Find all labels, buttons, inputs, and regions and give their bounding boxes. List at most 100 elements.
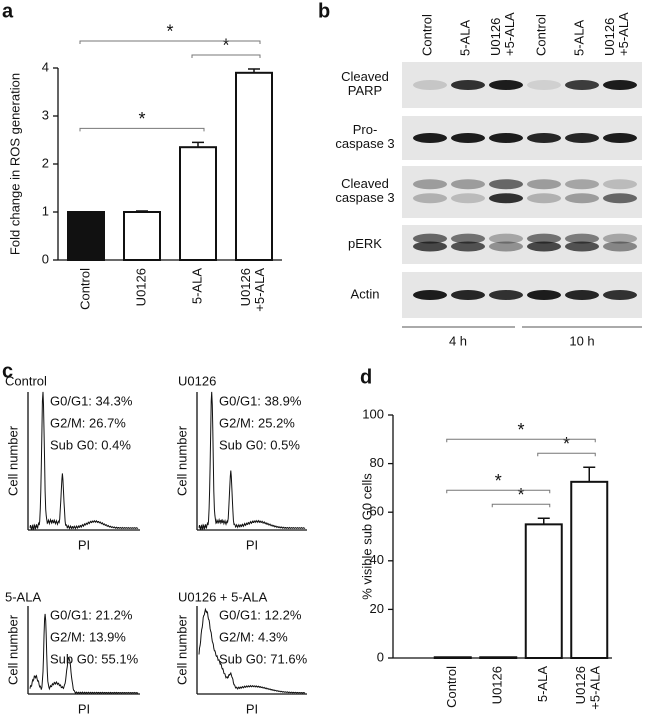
significance-marker-group: *	[517, 485, 524, 505]
blot-band	[565, 179, 599, 190]
blot-band	[451, 193, 485, 204]
x-tick-label: 5-ALA	[535, 666, 550, 702]
blot-band	[451, 133, 485, 143]
row-label: Actin	[351, 286, 380, 301]
y-tick-label-group: 60	[370, 504, 384, 519]
axis-label: PI	[246, 701, 258, 716]
row-label-group: Cleaved caspase 3	[335, 176, 394, 205]
x-tick-label-group: 5-ALA	[189, 268, 204, 304]
stat-text-group: G0/G1: 34.3%	[50, 393, 133, 408]
x-tick-label-group: U0126+5-ALA	[238, 268, 267, 312]
panel-letter-group: b	[318, 0, 330, 22]
plot-title: U0126 + 5-ALA	[178, 589, 268, 604]
axis-label-group: PI	[78, 537, 90, 552]
row-label: pERK	[348, 236, 382, 251]
blot-strip	[402, 166, 642, 218]
panel-letter: b	[318, 0, 330, 22]
histogram-curve	[29, 613, 139, 695]
axis-label: PI	[246, 537, 258, 552]
axis-label-group: Cell number	[174, 425, 189, 496]
axis-label: Cell number	[174, 614, 189, 685]
time-label: 4 h	[449, 333, 467, 348]
time-label: 10 h	[569, 333, 594, 348]
significance-bracket	[446, 438, 596, 443]
lane-label: 5-ALA	[457, 20, 472, 56]
axis-label-group: PI	[78, 701, 90, 716]
row-label-group: pERK	[348, 236, 382, 251]
blot-band	[603, 80, 637, 90]
blot-band	[489, 193, 523, 204]
blot-band	[489, 133, 523, 143]
row-label-group: Cleaved PARP	[341, 69, 389, 98]
x-tick-label-group: U0126	[490, 666, 505, 704]
blot-band	[489, 179, 523, 190]
significance-marker-group: *	[138, 109, 145, 129]
x-tick-label: U0126+5-ALA	[574, 666, 603, 710]
lane-label: U0126+5-ALA	[602, 12, 631, 56]
blot-band	[413, 133, 447, 143]
plot-title: U0126	[178, 373, 216, 388]
stat-text-group: G2/M: 13.9%	[50, 629, 126, 644]
significance-bracket	[79, 40, 261, 44]
y-tick-label: 1	[42, 203, 49, 218]
y-tick-label: 60	[370, 504, 384, 519]
plot-title: 5-ALA	[5, 589, 41, 604]
y-tick-label: 0	[377, 649, 384, 664]
lane-label-group: 5-ALA	[571, 20, 586, 56]
stat-text-group: G0/G1: 12.2%	[219, 607, 302, 622]
stat-text: G2/M: 4.3%	[219, 629, 288, 644]
axis-label: Cell number	[5, 614, 20, 685]
stat-text: Sub G0: 71.6%	[219, 651, 308, 666]
lane-label-group: U0126+5-ALA	[488, 12, 517, 56]
blot-band	[413, 193, 447, 204]
blot-band	[489, 80, 523, 90]
panel-letter: d	[360, 366, 372, 388]
stat-text: Sub G0: 0.4%	[50, 437, 131, 452]
blot-band	[527, 179, 561, 190]
blot-band	[489, 241, 523, 252]
significance-marker: *	[166, 22, 173, 42]
bar	[67, 211, 105, 261]
blot-band	[413, 241, 447, 252]
y-tick-label-group: 4	[42, 59, 49, 74]
bar	[570, 480, 609, 660]
bar	[179, 146, 217, 261]
axis-label-group: PI	[246, 701, 258, 716]
histogram-curve	[198, 391, 306, 531]
significance-marker-group: *	[166, 22, 173, 42]
stat-text-group: G0/G1: 21.2%	[50, 607, 133, 622]
x-tick-label-group: Control	[77, 268, 92, 310]
x-tick-label: U0126	[490, 666, 505, 704]
y-tick-label: 4	[42, 59, 49, 74]
stat-text: G2/M: 26.7%	[50, 415, 126, 430]
y-tick-label-group: 40	[370, 552, 384, 567]
blot-band	[527, 241, 561, 252]
blot-band	[451, 290, 485, 300]
blot-band	[413, 80, 447, 90]
stat-text: G2/M: 13.9%	[50, 629, 126, 644]
blot-band	[489, 290, 523, 300]
plot-title-group: U0126 + 5-ALA	[178, 589, 268, 604]
histogram-curve	[198, 607, 306, 694]
x-tick-label: Control	[77, 268, 92, 310]
blot-band	[603, 193, 637, 204]
y-tick-label: 0	[42, 251, 49, 266]
x-tick-label: 5-ALA	[189, 268, 204, 304]
significance-marker: *	[138, 109, 145, 129]
panel-letter-group: d	[360, 366, 372, 388]
stat-text: Sub G0: 55.1%	[50, 651, 139, 666]
lane-label: Control	[533, 14, 548, 56]
y-tick-label-group: 0	[377, 649, 384, 664]
time-label-group: 4 h	[449, 333, 467, 348]
stat-text: G0/G1: 38.9%	[219, 393, 302, 408]
lane-label-group: U0126+5-ALA	[602, 12, 631, 56]
lane-label: Control	[419, 14, 434, 56]
significance-bracket	[491, 503, 551, 508]
y-tick-label-group: 20	[370, 601, 384, 616]
blot-band	[527, 233, 561, 244]
x-tick-label-group: U0126	[133, 268, 148, 306]
significance-marker: *	[517, 485, 524, 505]
y-axis-label: % visible sub G0 cells	[359, 473, 374, 600]
y-tick-label: 3	[42, 107, 49, 122]
